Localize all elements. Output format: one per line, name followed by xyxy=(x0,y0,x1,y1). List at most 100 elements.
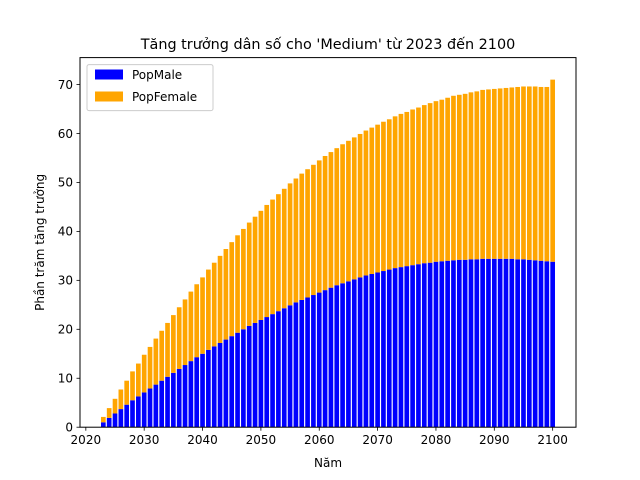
bar-popmale-2066 xyxy=(351,279,357,428)
bar-popfemale-2054 xyxy=(281,188,287,309)
bar-popmale-2038 xyxy=(188,361,194,428)
bar-popfemale-2049 xyxy=(252,216,258,323)
bar-popmale-2098 xyxy=(538,260,544,428)
bar-popmale-2046 xyxy=(235,332,240,428)
bar-popmale-2023 xyxy=(101,422,106,428)
bar-popmale-2048 xyxy=(246,325,252,428)
bar-popfemale-2039 xyxy=(194,284,200,358)
bar-popmale-2100 xyxy=(550,261,555,428)
bar-popfemale-2068 xyxy=(363,130,369,276)
bars-group xyxy=(101,79,555,428)
bar-popfemale-2066 xyxy=(351,137,357,280)
bar-popfemale-2041 xyxy=(206,269,211,350)
y-tick-label-30: 30 xyxy=(58,274,73,288)
bar-popfemale-2096 xyxy=(526,86,532,260)
x-tick-label-2050: 2050 xyxy=(246,433,277,447)
bar-popmale-2095 xyxy=(521,259,526,428)
legend: PopMale PopFemale xyxy=(86,64,214,112)
x-tick-label-2070: 2070 xyxy=(362,433,393,447)
bar-popfemale-2044 xyxy=(223,249,229,340)
bar-popfemale-2043 xyxy=(217,255,223,343)
bar-popmale-2097 xyxy=(532,260,538,428)
bar-popmale-2034 xyxy=(165,376,170,428)
bar-popfemale-2065 xyxy=(346,140,351,282)
bar-popfemale-2080 xyxy=(433,101,439,262)
y-axis-ticks: 0 10 20 30 40 50 60 70 xyxy=(58,78,80,435)
bar-popmale-2081 xyxy=(439,261,445,428)
bar-popmale-2044 xyxy=(223,339,229,428)
bar-popfemale-2072 xyxy=(386,119,392,270)
y-tick-label-70: 70 xyxy=(58,78,73,92)
bar-popfemale-2038 xyxy=(188,291,194,362)
bar-popmale-2032 xyxy=(153,384,159,428)
bar-popmale-2068 xyxy=(363,275,369,428)
bar-popfemale-2063 xyxy=(334,148,340,286)
bar-popmale-2091 xyxy=(497,258,503,428)
bar-popfemale-2029 xyxy=(136,363,141,397)
bar-popmale-2057 xyxy=(299,299,305,428)
bar-popfemale-2095 xyxy=(521,86,526,260)
bar-popmale-2099 xyxy=(544,261,550,428)
bar-popmale-2025 xyxy=(112,413,118,428)
bar-popfemale-2042 xyxy=(211,262,217,347)
bar-popmale-2096 xyxy=(526,259,532,428)
bar-popmale-2045 xyxy=(229,336,235,428)
bar-popfemale-2094 xyxy=(515,86,520,260)
bar-popmale-2035 xyxy=(171,372,176,428)
bar-popmale-2065 xyxy=(346,281,351,428)
bar-popmale-2061 xyxy=(322,290,328,428)
bar-popfemale-2055 xyxy=(287,183,293,306)
x-tick-label-2030: 2030 xyxy=(129,433,160,447)
bar-popfemale-2092 xyxy=(503,87,509,259)
bar-popfemale-2064 xyxy=(340,144,345,284)
x-tick-label-2080: 2080 xyxy=(421,433,452,447)
bar-popfemale-2078 xyxy=(421,105,427,264)
x-tick-label-2090: 2090 xyxy=(479,433,510,447)
plot-area-frame xyxy=(79,57,577,428)
y-tick-label-40: 40 xyxy=(58,225,73,239)
bar-popmale-2080 xyxy=(433,261,439,428)
bar-popmale-2090 xyxy=(491,258,497,428)
bar-popfemale-2077 xyxy=(416,107,421,265)
bar-popmale-2028 xyxy=(130,400,135,428)
bar-popfemale-2040 xyxy=(200,277,205,354)
bar-popfemale-2034 xyxy=(165,322,170,377)
legend-label-popfemale: PopFemale xyxy=(132,90,197,104)
bar-popmale-2073 xyxy=(392,268,398,428)
bar-popmale-2050 xyxy=(258,319,264,428)
bar-popfemale-2057 xyxy=(299,173,305,300)
bar-popmale-2063 xyxy=(334,285,340,428)
bar-popfemale-2032 xyxy=(153,338,159,385)
bar-popmale-2059 xyxy=(311,295,316,428)
bar-popmale-2079 xyxy=(427,262,433,428)
bar-popmale-2088 xyxy=(480,258,485,428)
bar-popmale-2041 xyxy=(206,349,211,428)
bar-popfemale-2024 xyxy=(106,408,112,418)
bar-popmale-2087 xyxy=(474,259,480,428)
bar-popfemale-2030 xyxy=(141,354,147,393)
y-tick-label-50: 50 xyxy=(58,176,73,190)
bar-popfemale-2079 xyxy=(427,103,433,263)
bar-popfemale-2060 xyxy=(316,160,322,293)
bar-popfemale-2037 xyxy=(182,299,188,366)
bar-popmale-2083 xyxy=(451,260,456,428)
bar-popmale-2051 xyxy=(264,317,270,428)
bar-popfemale-2051 xyxy=(264,204,270,318)
y-tick-label-20: 20 xyxy=(58,323,73,337)
bar-popmale-2037 xyxy=(182,365,188,428)
bar-popfemale-2061 xyxy=(322,155,328,291)
bar-popfemale-2067 xyxy=(357,133,363,278)
bar-popfemale-2081 xyxy=(439,99,445,262)
bar-popmale-2036 xyxy=(176,368,182,428)
bar-popmale-2093 xyxy=(509,258,515,428)
bar-popmale-2054 xyxy=(281,308,287,428)
bar-popmale-2064 xyxy=(340,283,345,428)
bar-popfemale-2059 xyxy=(311,164,316,296)
bar-popfemale-2099 xyxy=(544,86,550,262)
x-tick-label-2040: 2040 xyxy=(187,433,218,447)
bar-popfemale-2056 xyxy=(293,178,299,303)
bar-popfemale-2076 xyxy=(410,109,415,266)
bar-popfemale-2069 xyxy=(369,127,375,274)
bar-popmale-2071 xyxy=(381,271,386,428)
bar-popmale-2047 xyxy=(241,329,246,428)
